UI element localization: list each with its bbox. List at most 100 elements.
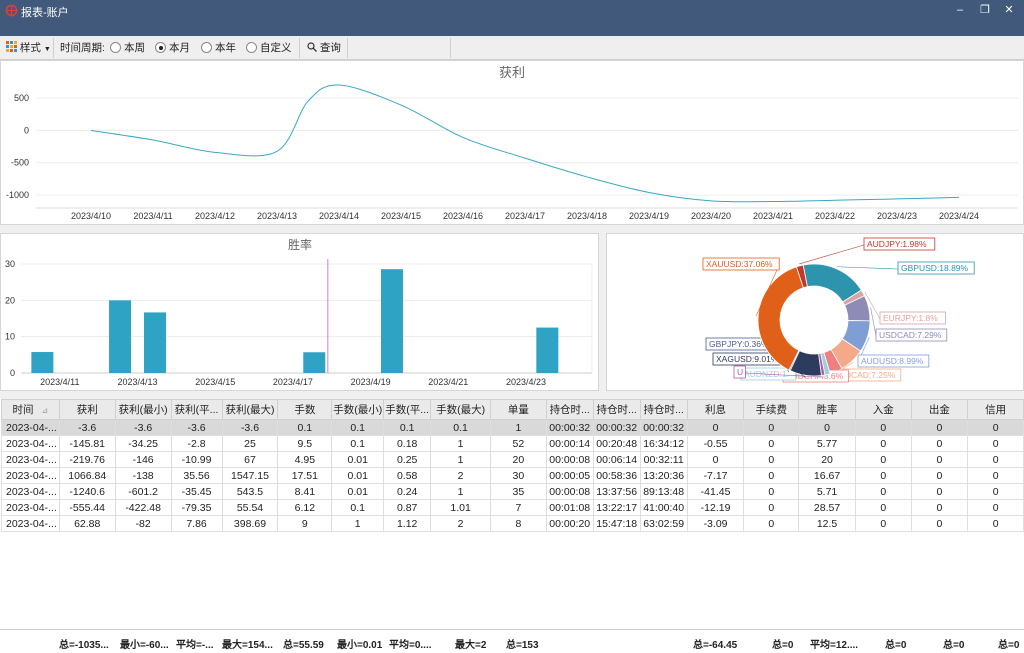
query-button[interactable]: 查询 [307,36,341,60]
table-cell: -12.19 [686,499,745,516]
radio-custom[interactable]: 自定义 [246,36,292,60]
column-header[interactable]: 利息 [686,399,745,420]
table-cell: -3.6 [170,419,223,436]
radio-circle [201,42,212,53]
column-header[interactable]: 手数(最大) [430,399,492,420]
summary-value: 最大=154... [222,640,273,651]
summary-footer: 总=-1035... 最小=-60... 平均=-... 最大=154... 总=55.… [0,629,1024,653]
table-cell: -422.48 [114,499,172,516]
radio-label: 本月 [169,42,190,54]
x-tick-label: 2023/4/13 [257,211,297,221]
pie-leader-line [745,372,824,378]
chart-title: 获利 [499,65,525,80]
table-cell: 0 [910,483,969,500]
radio-this-week[interactable]: 本周 [110,36,145,60]
table-cell: 52 [490,435,547,452]
column-header[interactable]: 获利(平... [170,399,223,420]
x-tick-label: 2023/4/19 [629,211,669,221]
column-header[interactable]: 持仓时... [639,399,688,420]
table-row[interactable]: 2023-04-... 1066.84 -138 35.56 1547.15 17.51 0… [1,467,1024,484]
column-header-label: 出金 [928,404,950,416]
table-cell: 00:00:32 [639,419,688,436]
column-header[interactable]: 时间 ⊿ [1,399,60,420]
radio-this-year[interactable]: 本年 [201,36,236,60]
restore-icon[interactable]: ❐ [980,4,990,16]
column-header[interactable]: 胜率 [798,399,856,420]
table-cell: 2023-04-... [1,419,60,436]
table-cell: 0.01 [331,467,385,484]
column-header-label: 手数(平... [385,404,430,416]
table-cell: 0.1 [430,419,492,436]
column-header[interactable]: 手续费 [743,399,800,420]
table-cell: 00:32:11 [639,451,688,468]
radio-this-month[interactable]: 本月 [155,36,190,60]
column-header[interactable]: 获利(最小) [114,399,172,420]
table-cell: 0 [910,419,969,436]
column-header[interactable]: 获利 [58,399,116,420]
sort-icon: ⊿ [41,406,49,415]
app-logo-icon [5,4,18,17]
table-cell: 00:00:08 [545,483,594,500]
table-cell: 2023-04-... [1,451,60,468]
column-header[interactable]: 手数 [277,399,333,420]
pie-label-box [733,365,746,379]
table-row[interactable]: 2023-04-... 62.88 -82 7.86 398.69 9 1 1.12 2 8 00:… [1,515,1024,532]
table-row[interactable]: 2023-04-... -1240.6 -601.2 -35.45 543.5 8.41 0… [1,483,1024,500]
table-cell: 0 [910,467,969,484]
table-cell: 0 [854,483,912,500]
column-header[interactable]: 手数(平... [383,399,432,420]
x-tick-label: 2023/4/23 [877,211,917,221]
table-cell: 2023-04-... [1,483,60,500]
column-header[interactable]: 获利(最大) [221,399,279,420]
table-row[interactable]: 2023-04-... -219.76 -146 -10.99 67 4.95 0.01 0.… [1,451,1024,468]
table-cell: 0 [854,419,912,436]
table-cell: 0 [743,499,800,516]
column-header[interactable]: 单量 [490,399,547,420]
radio-label: 本年 [215,42,236,54]
style-dropdown-button[interactable]: 样式 ▼ [6,36,51,60]
table-cell: 4.95 [277,451,333,468]
table-cell: 0 [686,451,745,468]
x-tick-label: 2023/4/10 [71,211,111,221]
summary-value: 总=0 [998,640,1020,651]
table-cell: -79.35 [170,499,223,516]
table-cell: 1.12 [383,515,432,532]
y-tick-label: 30 [5,259,15,269]
table-cell: -35.45 [170,483,223,500]
table-cell: -219.76 [58,451,116,468]
pie-slice-label: AUDCAD:7.25% [833,370,896,380]
column-header[interactable]: 出金 [910,399,969,420]
table-cell: 13:37:56 [592,483,641,500]
table-cell: 0 [854,515,912,532]
table-cell: 0 [854,467,912,484]
radio-circle [110,42,121,53]
minimize-icon[interactable]: – [956,4,964,16]
table-cell: 1 [430,451,492,468]
column-header[interactable]: 手数(最小) [331,399,385,420]
symbol-donut-chart: AUDJPY:1.98% GBPUSD:18.89% EURJPY:1.8% USDC… [702,237,975,383]
column-header[interactable]: 持仓时... [592,399,641,420]
column-header[interactable]: 入金 [854,399,912,420]
table-cell: 41:00:40 [639,499,688,516]
table-row[interactable]: 2023-04-... -145.81 -34.25 -2.8 25 9.5 0.1 0.18… [1,435,1024,452]
table-cell: 13:22:17 [592,499,641,516]
column-header[interactable]: 持仓时... [545,399,594,420]
table-cell: 0.1 [331,499,385,516]
column-header[interactable]: 信用 [967,399,1024,420]
column-header-label: 手数(最大) [436,404,486,416]
close-icon[interactable]: ✕ [1004,4,1014,16]
table-cell: 2023-04-... [1,515,60,532]
x-tick-label: 2023/4/19 [351,377,391,387]
winrate-bar [303,352,326,373]
table-row[interactable]: 2023-04-... -3.6 -3.6 -3.6 -3.6 0.1 0.1 0.1 0.1 1… [1,419,1024,436]
table-cell: 62.88 [58,515,116,532]
winrate-bar-chart: 胜率 30 20 10 0 2023/4/11 2023/4/13 2023/4/15 2023… [5,237,593,387]
table-cell: 8 [490,515,547,532]
summary-value: 最小=-60... [120,640,169,651]
table-cell: 0 [967,483,1024,500]
column-header-label: 信用 [985,404,1007,416]
table-row[interactable]: 2023-04-... -555.44 -422.48 -79.35 55.54 6.12… [1,499,1024,516]
table-cell: 1547.15 [221,467,279,484]
report-grid: 时间 ⊿ 获利 获利(最小) 获利(平... 获利(最大) 手数 手数(最小) 手数(平... 手… [0,399,1024,653]
table-cell: -601.2 [114,483,172,500]
